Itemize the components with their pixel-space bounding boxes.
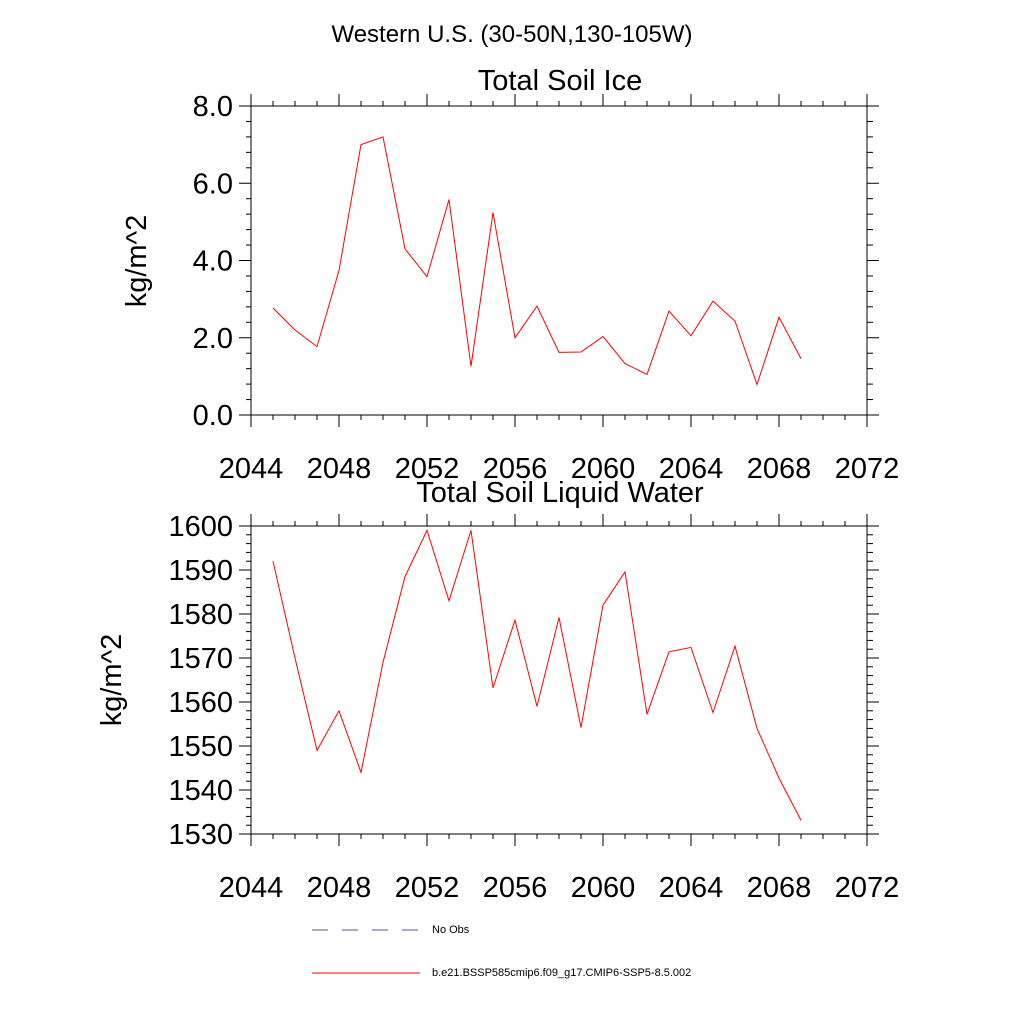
x-tick-label: 2048 [307,453,372,485]
x-tick-label: 2044 [219,872,284,904]
soil-ice-frame [250,105,868,416]
x-tick-label: 2052 [395,453,460,485]
y-tick-label: 8.0 [193,91,233,123]
y-tick-label: 6.0 [193,168,233,200]
y-tick-label: 0.0 [193,400,233,432]
x-tick-label: 2064 [659,453,724,485]
y-tick-label: 1600 [168,511,233,543]
soil-ice-ticks [239,94,879,427]
soil-liquid-water-ticks [239,514,879,846]
soil-liquid-water-x-tick-labels: 2044 2048 2052 2056 2060 2064 2068 2072 [219,872,900,904]
x-tick-label: 2068 [747,872,812,904]
soil-liquid-water-y-tick-labels: 1530 1540 1550 1560 1570 1580 1590 1600 [168,511,233,851]
soil-ice-x-tick-labels: 2044 2048 2052 2056 2060 2064 2068 2072 [219,453,900,485]
x-tick-label: 2048 [307,872,372,904]
legend: No Obs b.e21.BSSP585cmip6.f09_g17.CMIP6-… [312,924,691,979]
y-tick-label: 1550 [168,731,233,763]
y-tick-label: 4.0 [193,246,233,278]
x-tick-label: 2060 [571,872,636,904]
legend-model-label: b.e21.BSSP585cmip6.f09_g17.CMIP6-SSP5-8.… [432,967,691,979]
soil-liquid-water-frame [250,525,868,835]
x-tick-label: 2052 [395,872,460,904]
soil-ice-ylabel: kg/m^2 [121,215,153,308]
x-tick-label: 2056 [483,453,548,485]
x-tick-label: 2044 [219,453,284,485]
y-tick-label: 1530 [168,819,233,851]
soil-ice-series-line [272,136,802,387]
soil-liquid-water-plot-area [272,529,802,821]
x-tick-label: 2068 [747,453,812,485]
x-tick-label: 2072 [835,872,900,904]
y-tick-label: 1570 [168,643,233,675]
y-tick-label: 1590 [168,555,233,587]
soil-liquid-water-panel: Total Soil Liquid Water kg/m^2 2044 2048 2… [96,477,899,904]
soil-liquid-water-series-line [272,529,802,821]
figure-title: Western U.S. (30-50N,130-105W) [331,21,692,48]
y-tick-label: 2.0 [193,323,233,355]
x-tick-label: 2060 [571,453,636,485]
soil-ice-plot-area [272,136,802,387]
y-tick-label: 1580 [168,599,233,631]
soil-ice-y-tick-labels: 0.0 2.0 4.0 6.0 8.0 [193,91,233,432]
x-tick-label: 2072 [835,453,900,485]
x-tick-label: 2056 [483,872,548,904]
soil-liquid-water-ylabel: kg/m^2 [96,634,128,727]
soil-ice-panel: Total Soil Ice kg/m^2 2044 2048 2052 2056 20… [121,65,899,485]
x-tick-label: 2064 [659,872,724,904]
soil-liquid-water-title: Total Soil Liquid Water [416,477,704,509]
soil-ice-title: Total Soil Ice [478,65,642,97]
legend-no-obs-label: No Obs [432,924,470,936]
y-tick-label: 1540 [168,775,233,807]
y-tick-label: 1560 [168,687,233,719]
